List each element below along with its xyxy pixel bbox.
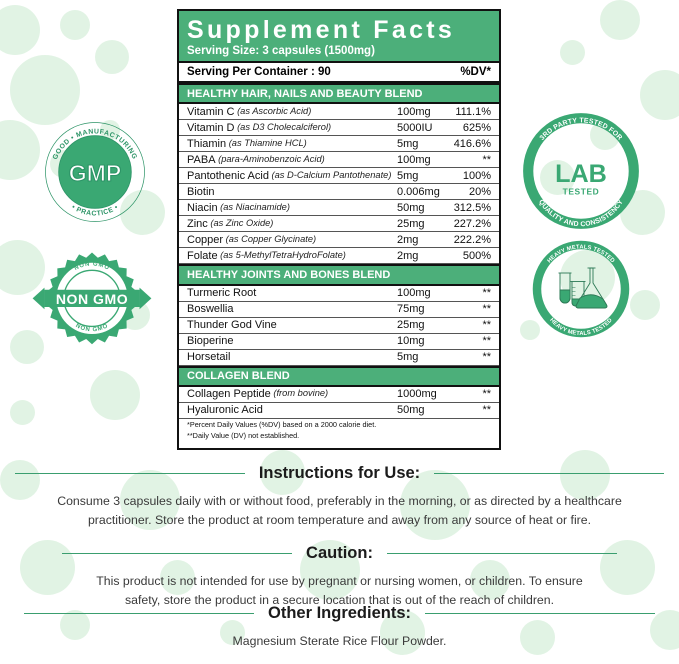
- svg-text:QUALITY AND CONSISTENCY: QUALITY AND CONSISTENCY: [537, 198, 625, 228]
- svg-text:HEAVY METALS TESTED: HEAVY METALS TESTED: [548, 317, 613, 337]
- svg-text:TESTED: TESTED: [563, 186, 600, 196]
- svg-text:GMP: GMP: [69, 160, 122, 186]
- svg-text:NON GMO: NON GMO: [56, 291, 128, 307]
- svg-text:LAB: LAB: [555, 160, 607, 188]
- svg-text:3RD PARTY TESTED FOR: 3RD PARTY TESTED FOR: [539, 117, 623, 141]
